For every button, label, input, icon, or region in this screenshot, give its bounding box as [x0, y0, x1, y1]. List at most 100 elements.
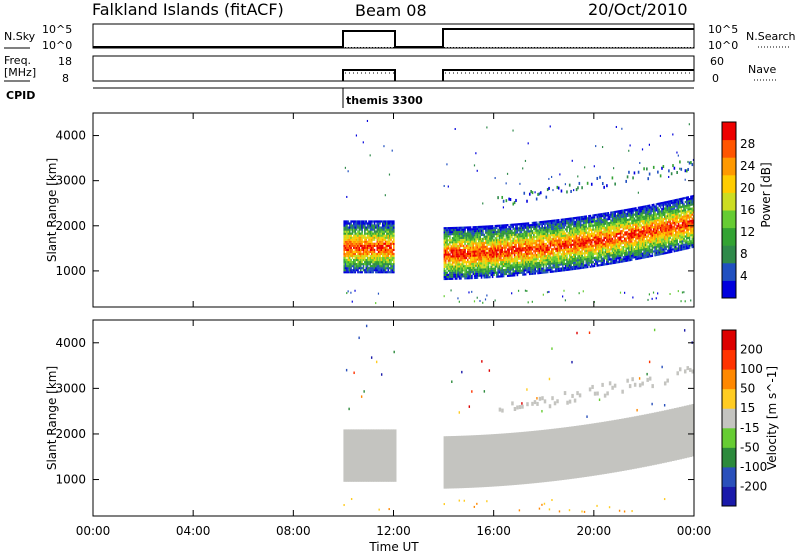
power-cell	[472, 246, 475, 249]
power-cell	[630, 216, 633, 219]
power-cell	[530, 262, 532, 265]
power-cell	[567, 246, 570, 249]
power-cell	[351, 271, 354, 274]
power-cell	[662, 248, 665, 251]
power-cell	[472, 250, 475, 253]
power-cell	[612, 243, 615, 246]
power-cell	[377, 269, 380, 272]
power-cell	[589, 253, 592, 256]
power-cell	[466, 228, 469, 231]
power-cell	[592, 228, 594, 231]
power-cell	[655, 221, 658, 224]
power-cell	[621, 211, 623, 214]
power-cell	[386, 263, 388, 266]
power-cell	[563, 226, 566, 229]
power-cell	[343, 260, 346, 264]
power-cell	[661, 236, 663, 239]
power-cell	[539, 231, 542, 234]
power-cell	[535, 270, 538, 273]
power-cell	[353, 252, 355, 256]
power-cell	[635, 245, 637, 248]
power-cell	[625, 239, 627, 242]
power-cell	[608, 250, 611, 253]
power-cell	[526, 256, 528, 260]
power-cell	[354, 224, 357, 227]
power-cell	[552, 252, 554, 255]
power-cell	[599, 213, 601, 216]
power-cell	[368, 222, 370, 225]
power-cell	[590, 243, 593, 246]
power-cell	[447, 257, 450, 260]
power-cell	[588, 253, 590, 256]
power-cell	[571, 219, 574, 222]
power-cell	[615, 210, 618, 213]
power-cell	[612, 223, 615, 226]
power-cell	[650, 226, 652, 229]
power-cell	[348, 248, 351, 251]
power-cell	[581, 262, 583, 265]
power-cell	[472, 262, 475, 265]
power-cell	[524, 230, 527, 233]
power-cell	[379, 230, 381, 233]
power-cell	[624, 243, 626, 246]
power-cell	[604, 226, 607, 229]
power-cell	[471, 268, 473, 272]
power-cell	[643, 209, 645, 212]
power-cell	[355, 238, 358, 241]
power-cell	[570, 239, 572, 243]
power-cell	[491, 233, 494, 236]
power-cell	[553, 245, 556, 249]
power-cell	[390, 226, 392, 229]
power-cell	[617, 218, 619, 221]
power-cell	[465, 263, 468, 266]
power-cell	[604, 246, 607, 250]
power-cell	[588, 251, 590, 254]
power-cell	[461, 240, 464, 244]
power-cell	[552, 248, 554, 251]
power-cell	[607, 230, 610, 233]
power-cell	[486, 233, 488, 236]
power-cell	[599, 223, 601, 226]
power-cell	[644, 217, 647, 220]
power-cell	[641, 244, 644, 247]
power-cell	[643, 248, 645, 251]
power-cell	[379, 256, 381, 260]
power-cell	[346, 254, 348, 258]
power-cell	[535, 262, 538, 265]
power-cell	[648, 255, 651, 258]
power-cell	[483, 268, 486, 271]
power-cell	[469, 256, 472, 259]
power-cell	[665, 223, 667, 226]
power-cell	[579, 266, 582, 270]
power-cell	[464, 269, 466, 272]
power-cell	[637, 235, 640, 238]
power-cell	[482, 233, 484, 236]
power-cell	[544, 244, 546, 248]
power-cell	[626, 251, 629, 254]
power-cell	[573, 217, 575, 220]
power-cell	[473, 266, 476, 269]
power-cell	[375, 269, 377, 272]
power-cell	[464, 236, 466, 239]
power-cell	[472, 242, 475, 245]
power-cell	[639, 244, 641, 248]
power-cell	[647, 255, 650, 258]
power-cell	[535, 247, 538, 251]
power-cell	[562, 240, 564, 244]
power-cell	[528, 238, 531, 241]
power-cell	[482, 301, 484, 304]
power-cell	[486, 255, 488, 259]
power-cell	[524, 267, 527, 270]
power-cell	[600, 223, 603, 226]
power-cell	[509, 223, 512, 227]
power-cell	[626, 218, 629, 222]
power-cell	[651, 226, 654, 229]
power-cell	[654, 205, 656, 208]
power-cell	[346, 267, 348, 270]
power-cell	[346, 224, 348, 227]
power-cell	[544, 234, 546, 238]
power-cell	[534, 270, 537, 273]
power-cell	[446, 245, 448, 248]
power-cell	[451, 255, 454, 258]
power-cell	[584, 256, 586, 259]
